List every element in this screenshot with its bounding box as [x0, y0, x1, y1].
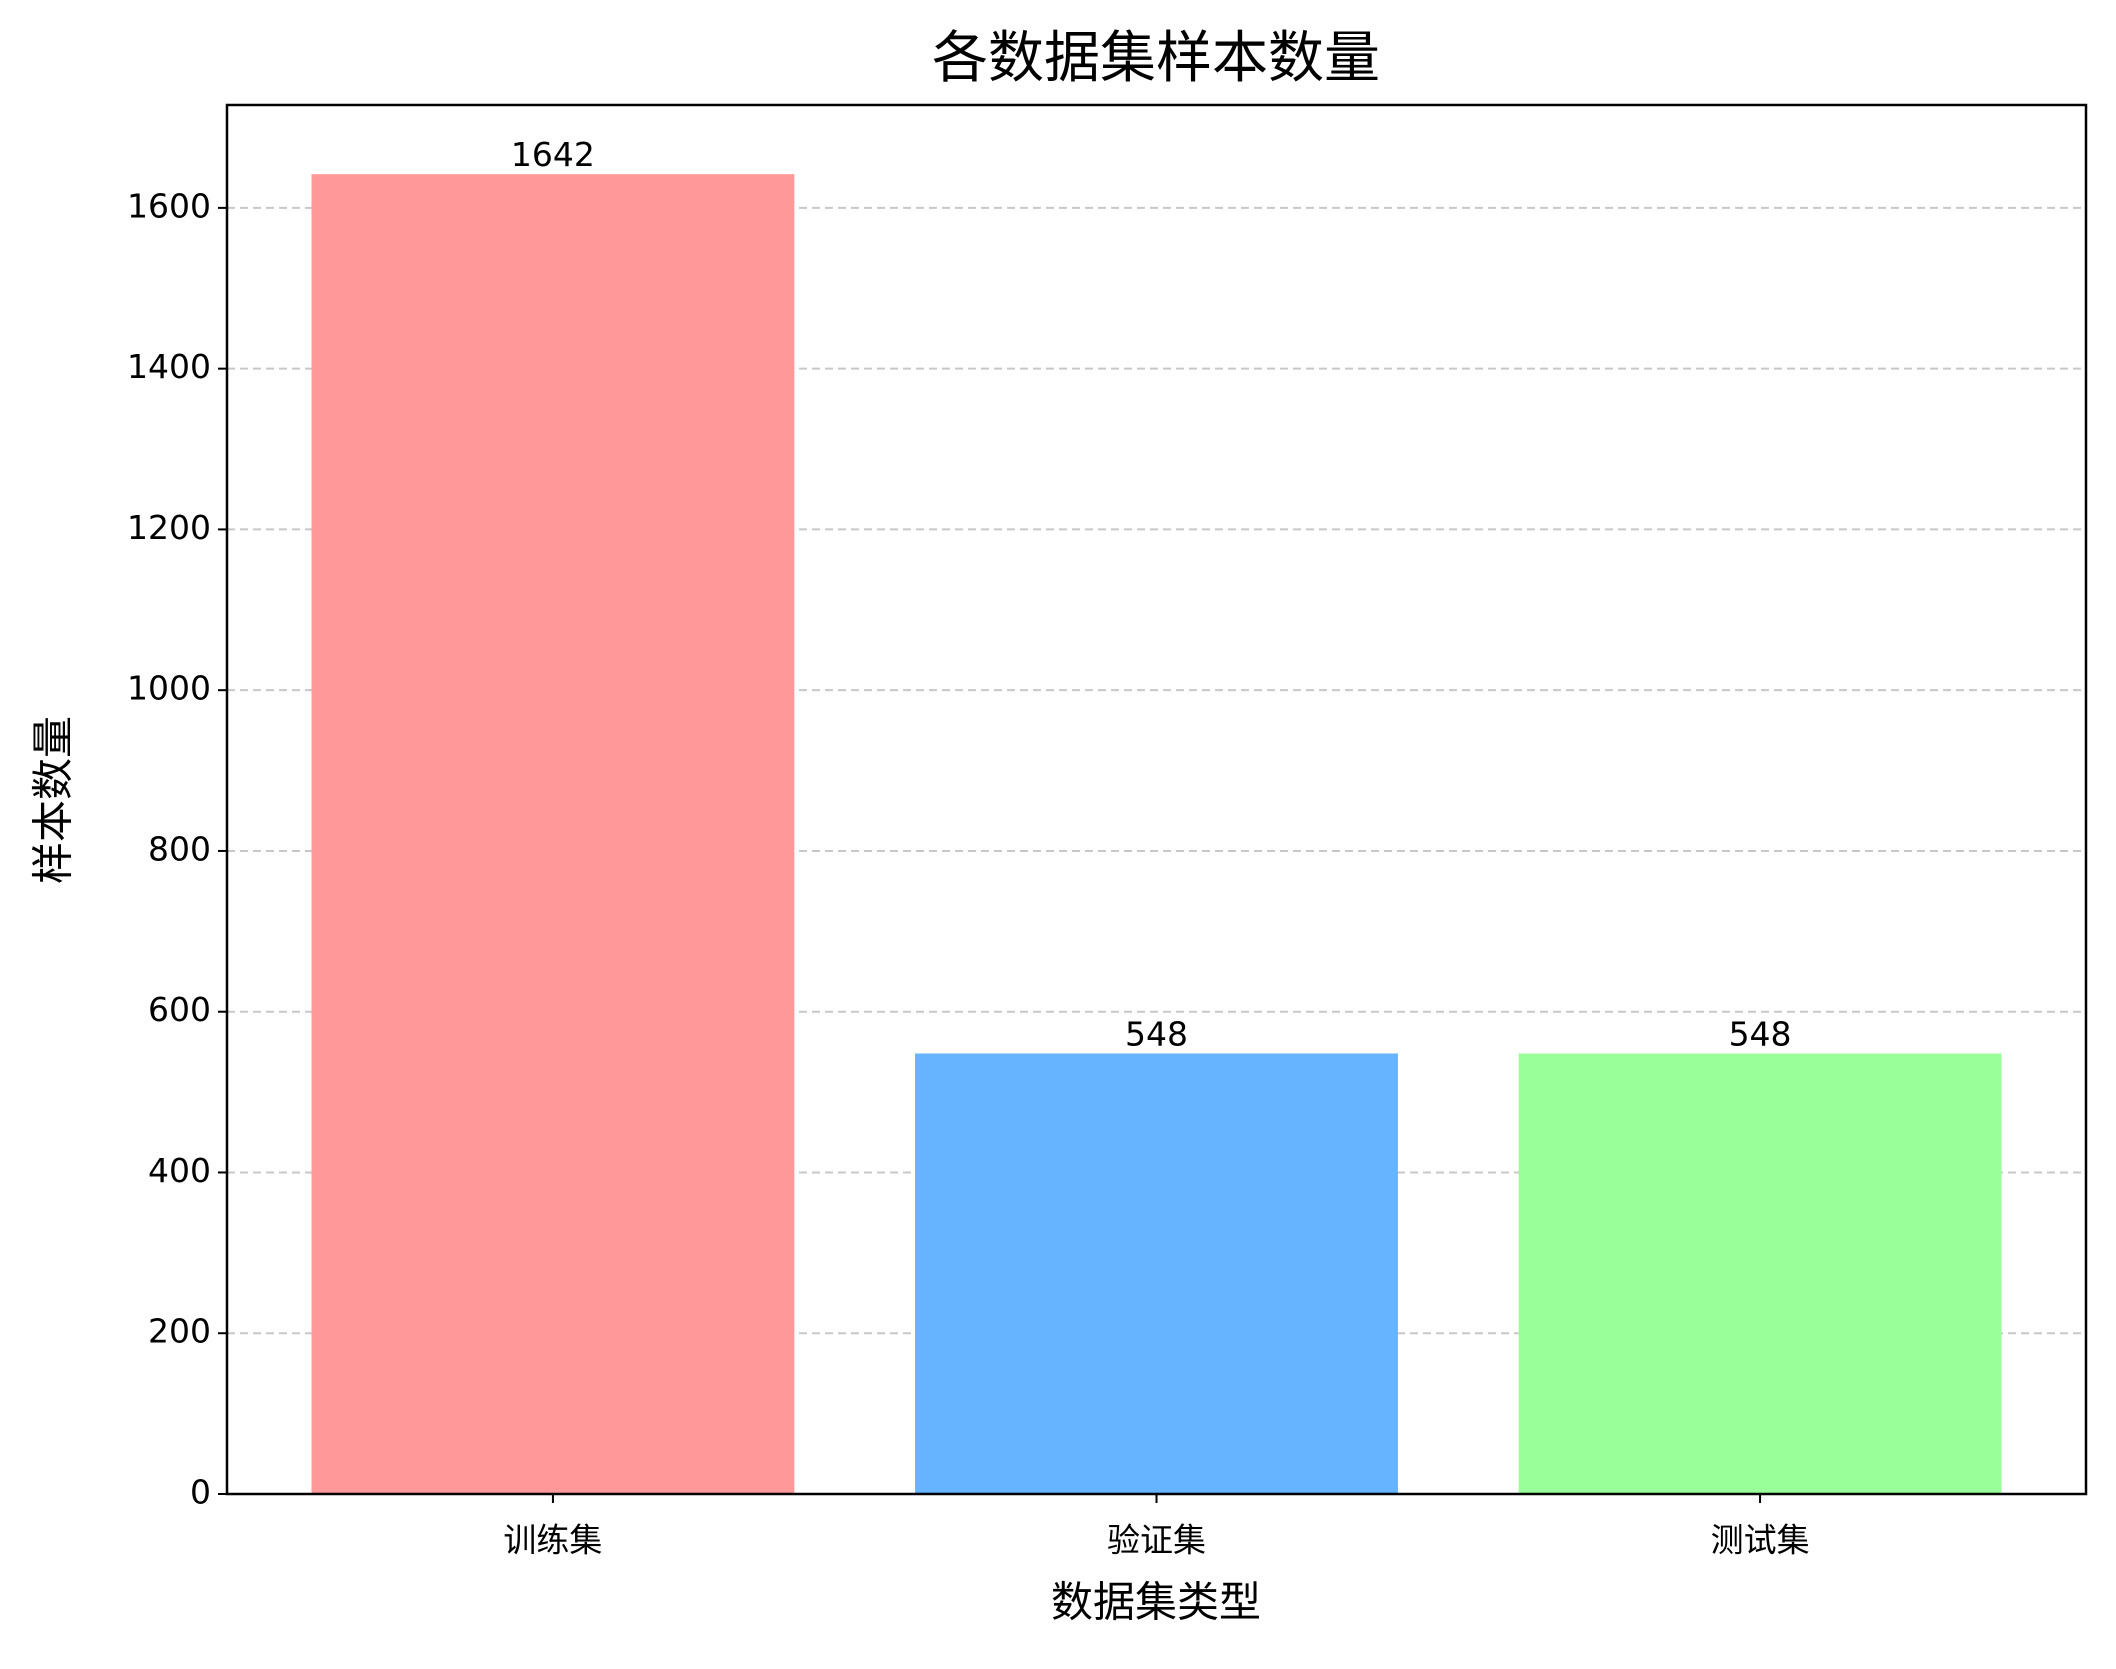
bar: [915, 1053, 1398, 1494]
y-tick-label: 0: [190, 1473, 211, 1512]
value-label: 548: [1729, 1015, 1792, 1054]
y-axis-title: 样本数量: [29, 716, 78, 884]
y-tick-label: 600: [148, 990, 211, 1029]
plot-frame: [225, 103, 2088, 1496]
x-tick-label: 测试集: [1711, 1521, 1810, 1560]
y-tick-label: 1600: [127, 186, 211, 225]
value-label: 1642: [511, 135, 595, 174]
x-axis-title: 数据集类型: [1051, 1578, 1261, 1627]
value-label: 548: [1125, 1015, 1188, 1054]
y-tick-label: 200: [148, 1312, 211, 1351]
y-tick-label: 1000: [127, 669, 211, 708]
x-tick-label: 训练集: [503, 1521, 602, 1560]
y-tick-label: 1400: [127, 347, 211, 386]
chart-title: 各数据集样本数量: [932, 26, 1380, 91]
x-tick-label: 验证集: [1107, 1521, 1206, 1560]
bar: [1518, 1053, 2002, 1494]
y-tick-label: 800: [148, 829, 211, 868]
y-tick-label: 400: [148, 1151, 211, 1190]
y-tick-label: 1200: [127, 508, 211, 547]
bar: [311, 174, 795, 1495]
